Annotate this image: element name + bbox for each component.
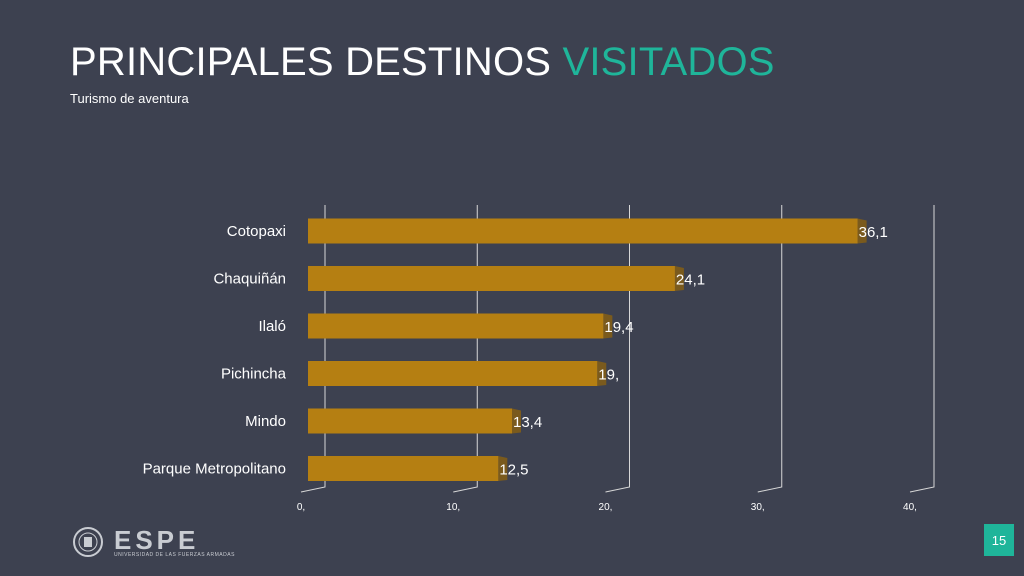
logo-text: ESPE: [114, 525, 200, 555]
bar: [308, 266, 675, 291]
category-label: Cotopaxi: [227, 223, 286, 240]
slide-title: PRINCIPALES DESTINOS VISITADOS: [70, 40, 775, 85]
value-label: 19,4: [604, 319, 633, 336]
category-label: Pichincha: [221, 366, 287, 383]
bar-side: [603, 313, 613, 339]
gridline: [453, 205, 478, 493]
title-accent: VISITADOS: [562, 40, 775, 84]
x-tick-label: 0,: [297, 502, 305, 513]
value-label: 24,1: [676, 272, 705, 289]
gridline: [605, 205, 630, 493]
value-label: 36,1: [859, 224, 888, 241]
bar: [308, 313, 604, 339]
gridline: [909, 205, 935, 493]
university-seal-icon: [73, 527, 103, 557]
value-label: 12,5: [499, 462, 528, 479]
slide-subtitle: Turismo de aventura: [70, 91, 189, 106]
bar: [308, 361, 598, 386]
bar-side: [512, 408, 522, 434]
x-tick-label: 40,: [903, 502, 917, 513]
espe-logo: ESPE UNIVERSIDAD DE LAS FUERZAS ARMADAS: [70, 524, 240, 560]
bar-side: [674, 266, 684, 291]
category-label: Chaquiñán: [213, 271, 286, 288]
category-label: Parque Metropolitano: [143, 461, 286, 478]
x-tick-label: 20,: [599, 502, 613, 513]
gridline: [300, 205, 326, 493]
logo-subtext: UNIVERSIDAD DE LAS FUERZAS ARMADAS: [114, 552, 235, 558]
bar: [308, 408, 513, 434]
value-label: 13,4: [513, 414, 542, 431]
bar-side: [597, 361, 607, 386]
page-number: 15: [984, 524, 1014, 556]
bar: [308, 456, 499, 481]
category-label: Ilaló: [258, 318, 286, 335]
bar: [308, 218, 858, 244]
bar-side: [498, 456, 508, 481]
x-tick-label: 10,: [446, 502, 460, 513]
bar-side: [857, 218, 867, 244]
value-label: 19,: [598, 367, 619, 384]
category-label: Mindo: [245, 413, 286, 430]
x-tick-label: 30,: [751, 502, 765, 513]
gridline: [757, 205, 783, 493]
title-main: PRINCIPALES DESTINOS: [70, 40, 563, 84]
